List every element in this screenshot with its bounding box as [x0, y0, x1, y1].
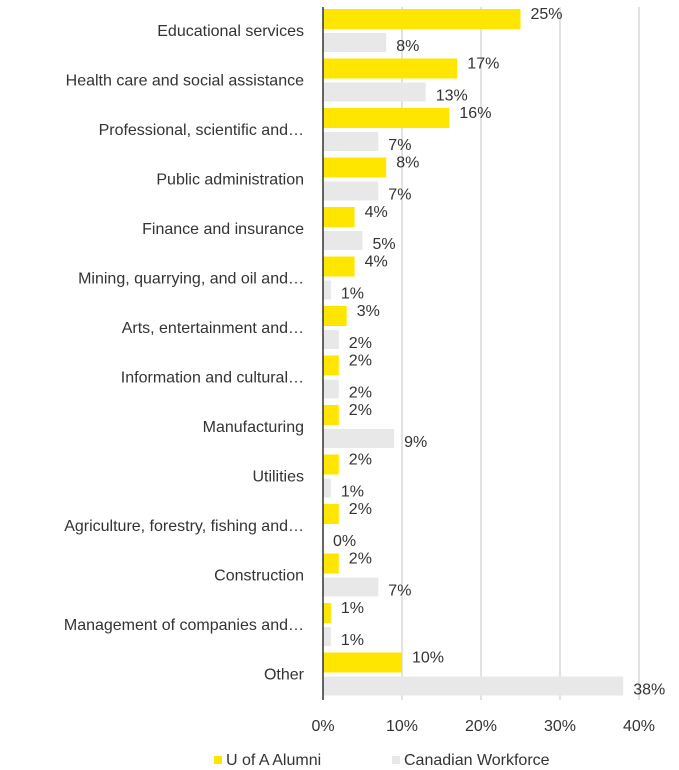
value-label: 4% — [365, 254, 388, 271]
value-label: 1% — [341, 600, 364, 617]
bar — [323, 256, 355, 277]
bar — [323, 553, 339, 574]
bar — [323, 603, 331, 623]
value-label: 2% — [349, 551, 372, 568]
category-label: Mining, quarrying, and oil and… — [78, 270, 304, 287]
value-label: 13% — [436, 88, 468, 105]
bar — [323, 306, 347, 326]
bar — [323, 627, 331, 646]
bar — [323, 231, 363, 250]
category-label: Other — [264, 666, 305, 683]
bar — [323, 207, 355, 227]
category-label: Arts, entertainment and… — [122, 320, 304, 337]
value-label: 2% — [349, 501, 372, 518]
value-label: 10% — [412, 650, 444, 667]
x-tick-label: 0% — [311, 718, 334, 735]
category-label: Professional, scientific and… — [99, 122, 304, 139]
bar — [323, 478, 331, 498]
category-label: Public administration — [156, 171, 304, 188]
x-tick-label: 40% — [623, 718, 655, 735]
x-tick-label: 10% — [386, 718, 418, 735]
bar — [323, 652, 402, 673]
value-label: 8% — [396, 38, 419, 55]
value-label: 2% — [349, 385, 372, 402]
value-label: 0% — [333, 533, 356, 550]
bar — [323, 280, 331, 300]
value-label: 16% — [459, 105, 491, 122]
value-label: 8% — [396, 155, 419, 172]
value-label: 7% — [388, 583, 411, 600]
legend-label: U of A Alumni — [226, 752, 321, 769]
legend-swatch — [214, 756, 222, 764]
bar — [323, 82, 426, 102]
category-label: Management of companies and… — [64, 617, 304, 634]
value-label: 7% — [388, 187, 411, 204]
bar — [323, 676, 624, 696]
category-label: Construction — [214, 567, 304, 584]
bar — [323, 504, 339, 524]
x-tick-label: 20% — [465, 718, 497, 735]
category-label: Agriculture, forestry, fishing and… — [64, 518, 304, 535]
value-label: 25% — [531, 6, 563, 23]
value-label: 4% — [365, 204, 388, 221]
bar — [323, 379, 339, 399]
value-label: 17% — [467, 56, 499, 73]
value-label: 1% — [341, 286, 364, 303]
value-label: 9% — [404, 434, 427, 451]
category-label: Utilities — [252, 468, 304, 485]
value-label: 1% — [341, 484, 364, 501]
value-label: 2% — [349, 452, 372, 469]
bar — [323, 157, 387, 178]
bar — [323, 577, 379, 597]
bar — [323, 429, 395, 448]
bar — [323, 9, 521, 29]
legend-label: Canadian Workforce — [404, 752, 550, 769]
value-label: 2% — [349, 335, 372, 352]
bar — [323, 355, 339, 376]
bar — [323, 108, 450, 128]
value-label: 1% — [341, 632, 364, 649]
bar — [323, 405, 339, 425]
value-label: 2% — [349, 402, 372, 419]
value-label: 2% — [349, 353, 372, 370]
bar — [323, 181, 379, 201]
value-label: 3% — [357, 303, 380, 320]
bar — [323, 33, 387, 52]
bar — [323, 454, 339, 475]
category-label: Information and cultural… — [121, 369, 304, 386]
value-label: 7% — [388, 137, 411, 154]
bar — [323, 330, 339, 349]
bar — [323, 58, 458, 79]
category-label: Educational services — [157, 23, 304, 40]
value-label: 5% — [373, 236, 396, 253]
value-label: 38% — [633, 682, 665, 699]
bar — [323, 132, 379, 151]
x-tick-label: 30% — [544, 718, 576, 735]
legend-swatch — [392, 756, 400, 764]
category-label: Health care and social assistance — [66, 72, 304, 89]
category-label: Manufacturing — [203, 419, 304, 436]
category-label: Finance and insurance — [142, 221, 304, 238]
